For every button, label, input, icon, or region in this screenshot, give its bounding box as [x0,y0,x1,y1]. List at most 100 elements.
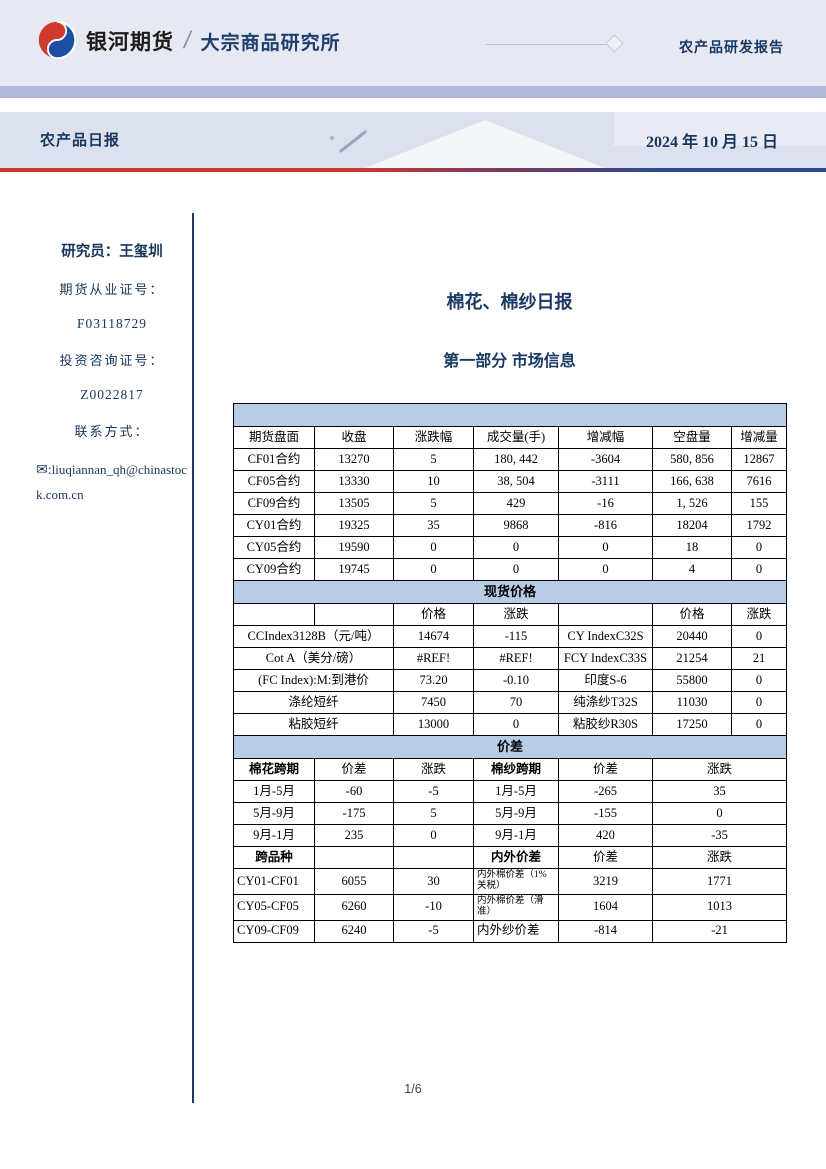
watermark-pencil-icon [338,129,368,154]
table-cell: 价差 [314,758,394,781]
table-cell: CY05-CF05 [233,893,315,921]
table-row: 粘胶短纤 13000 0 粘胶纱R30S 17250 0 [233,713,788,736]
decorative-line [486,44,608,45]
table-cell: 价差 [558,846,653,869]
top-banner: 银河期货 / 大宗商品研究所 农产品研发报告 [0,0,826,86]
table-cell: 内外纱价差 [473,919,559,943]
table-cell: 35 [393,514,474,537]
page-number: 1/6 [404,1082,422,1096]
table-cell: 5月-9月 [233,802,315,825]
license-label: 期货从业证号： [59,282,165,297]
table-cell: 涨跌 [473,603,559,626]
table-cell: 1771 [651,868,788,895]
table-cell: 0 [730,691,788,714]
table-cell: 0 [651,802,788,825]
table-cell: 粘胶短纤 [233,713,394,736]
table-cell: CY05合约 [233,536,315,559]
table-cell: 收盘 [314,426,394,449]
table-cell [314,846,394,869]
table-cell: 价格 [393,603,474,626]
report-date: 2024 年 10 月 15 日 [645,134,778,151]
table-cell: 内外价差 [473,846,559,869]
table-cell: -0.10 [473,669,559,692]
table-cell: 价格 [652,603,732,626]
table-cell: 0 [473,713,559,736]
table-cell: 棉花跨期 [233,758,315,781]
contact-label: 联系方式： [74,424,150,439]
table-cell: #REF! [393,647,474,670]
table-row: CF01合约 13270 5 180, 442 -3604 580, 856 12867 [233,448,788,471]
table-cell: 1792 [730,514,788,537]
table-cell: 13330 [314,470,394,493]
table-row: 现货价格 [232,580,788,604]
table-cell: 73.20 [393,669,474,692]
table-cell: 期货盘面 [233,426,315,449]
table-cell: -115 [473,625,559,648]
table-cell: 0 [393,824,474,847]
researcher-sidebar: 研究员：王玺圳 期货从业证号： F03118729 投资咨询证号： Z00228… [36,240,188,507]
table-cell: 9868 [473,514,559,537]
table-row [232,403,788,427]
table-cell: 粘胶纱R30S [558,713,653,736]
table-cell: 涤纶短纤 [233,691,394,714]
table-cell [233,603,315,626]
table-cell: 印度S-6 [558,669,653,692]
table-cell: 跨品种 [233,846,315,869]
table-row: 价格 涨跌 价格 涨跌 [233,603,788,626]
table-cell: -10 [393,893,474,921]
table-cell: 涨跌 [651,846,788,869]
table-cell: -816 [558,514,653,537]
advisory-number: Z0022817 [80,387,144,402]
table-cell: 0 [730,625,788,648]
table-cell: -60 [314,780,394,803]
table-cell: 涨跌幅 [393,426,474,449]
table-cell: CY09-CF09 [233,919,315,943]
table-cell: 235 [314,824,394,847]
table-cell: 19325 [314,514,394,537]
watermark-dot [330,136,334,140]
table-cell: 涨跌 [393,758,474,781]
header-divider-strip [0,86,826,98]
table-cell: CF05合约 [233,470,315,493]
watermark-triangle [365,120,605,168]
table-cell: 155 [730,492,788,515]
table-cell: 21254 [652,647,732,670]
table-cell: 成交量(手) [473,426,559,449]
brand-row: 银河期货 / 大宗商品研究所 [86,26,341,56]
email-link[interactable]: ✉:liuqiannan_qh@chinastock.com.cn [36,458,188,507]
table-cell: 18 [652,536,732,559]
table-cell: -21 [651,919,788,943]
table-cell: 13505 [314,492,394,515]
market-info-table: 期货盘面 收盘 涨跌幅 成交量(手) 增减幅 空盘量 增减量 CF01合约 13270 5 180,… [232,403,788,943]
table-cell: 17250 [652,713,732,736]
table-cell: 12867 [730,448,788,471]
institute-name: 大宗商品研究所 [200,32,341,54]
table-cell: 14674 [393,625,474,648]
table-cell: CF09合约 [233,492,315,515]
table-row: CCIndex3128B（元/吨） 14674 -115 CY IndexC32S 20… [233,625,788,648]
table-row: CY01合约 19325 35 9868 -816 18204 1792 [233,514,788,537]
table-cell: 0 [730,669,788,692]
table-cell: CY01-CF01 [233,868,315,895]
table-cell: 35 [651,780,788,803]
table-cell [393,846,474,869]
table-cell: 6240 [314,919,394,943]
table-cell: -5 [393,919,474,943]
table-cell: 55800 [652,669,732,692]
table-cell: 7616 [730,470,788,493]
table-cell: 6260 [314,893,394,921]
table-row: CY09合约 19745 0 0 0 4 0 [233,558,788,581]
table-cell: 5 [393,448,474,471]
table-cell: 0 [558,558,653,581]
table-cell: 30 [393,868,474,895]
table-cell: 19745 [314,558,394,581]
table-row: 涤纶短纤 7450 70 纯涤纱T32S 11030 0 [233,691,788,714]
report-type-label: 农产品研发报告 [679,39,784,55]
section-title: 第一部分 市场信息 [443,353,576,370]
table-cell: 19590 [314,536,394,559]
section-band: 现货价格 [232,580,788,604]
sidebar-divider-line [192,213,194,1103]
table-cell: 6055 [314,868,394,895]
email-address: liuqiannan_qh@chinastock.com.cn [36,462,188,503]
